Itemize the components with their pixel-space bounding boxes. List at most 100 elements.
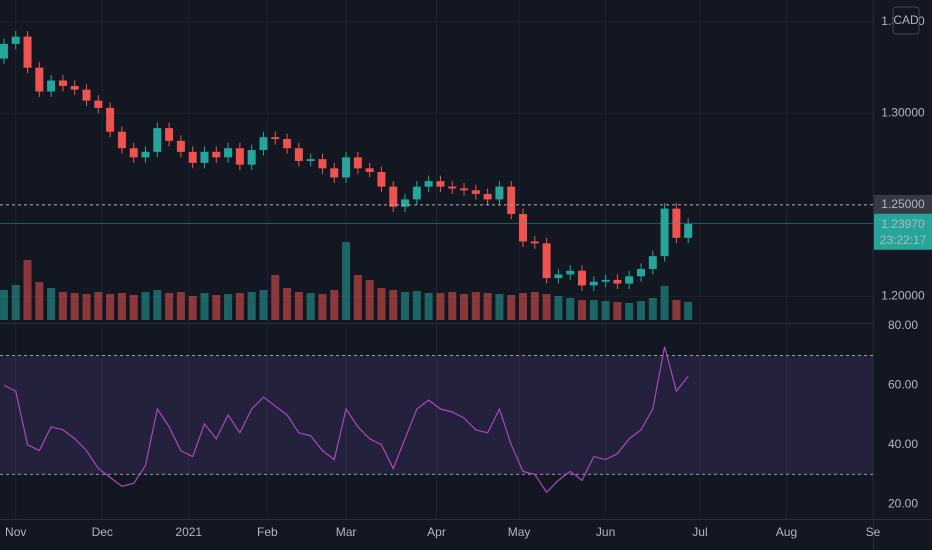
candle-body bbox=[483, 193, 492, 200]
volume-bar bbox=[412, 291, 421, 320]
candle-body bbox=[141, 151, 150, 158]
horizontal-line-label-bg bbox=[874, 194, 932, 215]
candle-body bbox=[200, 151, 209, 163]
currency-badge[interactable] bbox=[892, 6, 920, 35]
candle-body bbox=[129, 148, 138, 158]
candle-body bbox=[613, 279, 622, 284]
candle-body bbox=[165, 128, 174, 141]
volume-bar bbox=[530, 292, 539, 320]
y-tick-label: 1.20000 bbox=[881, 289, 925, 303]
volume-bar bbox=[636, 301, 645, 320]
candle-body bbox=[589, 281, 598, 286]
x-tick-label: 2021 bbox=[175, 525, 202, 539]
candle-body bbox=[424, 181, 433, 187]
candle-body bbox=[47, 80, 56, 92]
candle-body bbox=[0, 43, 8, 59]
volume-bar bbox=[318, 294, 327, 320]
volume-bar bbox=[684, 302, 693, 320]
x-tick-label: Feb bbox=[257, 525, 278, 539]
volume-bar bbox=[401, 292, 410, 320]
candle-body bbox=[106, 107, 115, 132]
x-tick-label: Mar bbox=[336, 525, 357, 539]
candle-body bbox=[35, 67, 44, 92]
candle-body bbox=[176, 140, 185, 152]
candle-body bbox=[365, 168, 374, 172]
volume-bar bbox=[94, 292, 103, 320]
volume-bar bbox=[648, 298, 657, 320]
candle-body bbox=[412, 186, 421, 200]
volume-bar bbox=[625, 303, 634, 320]
volume-bar bbox=[424, 293, 433, 320]
candle-body bbox=[283, 139, 292, 149]
candle-body bbox=[330, 168, 339, 178]
candle-body bbox=[153, 128, 162, 152]
candle-body bbox=[625, 276, 634, 284]
volume-bar bbox=[11, 285, 20, 320]
candle-body bbox=[82, 89, 91, 101]
volume-bar bbox=[82, 294, 91, 320]
volume-bar bbox=[176, 292, 185, 320]
x-tick-label: Jul bbox=[692, 525, 707, 539]
candle-body bbox=[117, 131, 126, 149]
volume-bar bbox=[672, 300, 681, 320]
x-tick-label: May bbox=[508, 525, 531, 539]
x-tick-label: Apr bbox=[427, 525, 446, 539]
candle-body bbox=[601, 279, 610, 282]
x-tick-label: Aug bbox=[776, 525, 797, 539]
volume-bar bbox=[566, 298, 575, 320]
candle-body bbox=[212, 151, 221, 158]
volume-bar bbox=[0, 290, 8, 320]
volume-bar bbox=[106, 294, 115, 320]
candle-body bbox=[259, 137, 268, 151]
countdown: 23:22:17 bbox=[880, 233, 927, 247]
candle-body bbox=[519, 214, 528, 242]
volume-bar bbox=[247, 292, 256, 320]
candle-body bbox=[507, 186, 516, 215]
volume-bar bbox=[542, 294, 551, 320]
candle-body bbox=[672, 208, 681, 238]
candle-body bbox=[566, 270, 575, 275]
y-tick-label: 20.00 bbox=[888, 496, 918, 510]
currency: CAD bbox=[893, 13, 919, 27]
candle-body bbox=[294, 148, 303, 161]
candle-body bbox=[554, 274, 563, 279]
volume-bar bbox=[483, 293, 492, 320]
volume-bar bbox=[70, 293, 79, 320]
volume-bar bbox=[377, 288, 386, 320]
volume-bar bbox=[129, 295, 138, 320]
volume-bar bbox=[436, 293, 445, 320]
candle-body bbox=[648, 256, 657, 269]
y-tick-label: 1.30000 bbox=[881, 106, 925, 120]
band-fill bbox=[0, 355, 873, 475]
candle-body bbox=[436, 181, 445, 187]
last-price-label: 1.23970 bbox=[881, 217, 925, 231]
volume-bar bbox=[165, 293, 174, 320]
volume-bar bbox=[460, 294, 469, 320]
candle-body bbox=[235, 148, 244, 165]
x-tick-label: Se bbox=[866, 525, 881, 539]
candle-body bbox=[94, 100, 103, 108]
volume-bar bbox=[47, 288, 56, 320]
volume-bar bbox=[294, 292, 303, 320]
candle-body bbox=[460, 188, 469, 191]
y-tick-label: 40.00 bbox=[888, 437, 918, 451]
volume-bar bbox=[660, 286, 669, 320]
x-tick-label: Dec bbox=[92, 525, 113, 539]
y-tick-label: 80.00 bbox=[888, 318, 918, 332]
volume-bar bbox=[212, 295, 221, 320]
volume-bar bbox=[117, 293, 126, 320]
candle-body bbox=[342, 157, 351, 178]
y-tick-label: 60.00 bbox=[888, 377, 918, 391]
candle-body bbox=[471, 190, 480, 194]
candle-body bbox=[578, 270, 586, 286]
volume-bar bbox=[224, 294, 233, 320]
volume-bar bbox=[235, 293, 244, 320]
candle-body bbox=[660, 208, 669, 257]
horizontal-line-label: 1.25000 bbox=[881, 197, 925, 211]
candle-body bbox=[188, 151, 197, 163]
candle-body bbox=[70, 85, 79, 90]
candle-body bbox=[389, 186, 398, 207]
candle-body bbox=[530, 241, 539, 244]
